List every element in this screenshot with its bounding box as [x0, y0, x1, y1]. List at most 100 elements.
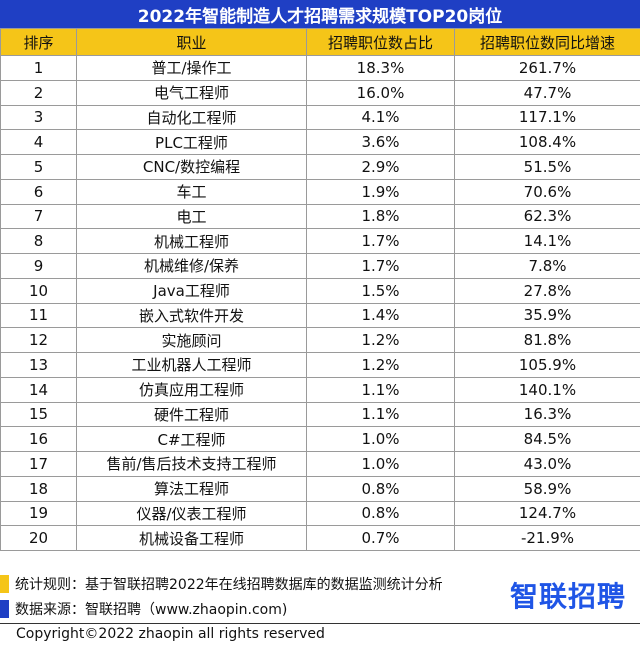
growth-cell: 51.5% [454, 154, 640, 180]
share-cell: 1.0% [306, 451, 455, 477]
growth-cell: 62.3% [454, 203, 640, 230]
rule-swatch [0, 575, 9, 593]
rank-cell: 17 [0, 451, 77, 477]
header-row: 排序 职业 招聘职位数占比 招聘职位数同比增速 [0, 28, 640, 56]
table-title: 2022年智能制造人才招聘需求规模TOP20岗位 [0, 0, 640, 28]
table-row: 12 实施顾问 1.2% 81.8% [0, 327, 640, 353]
table-row: 13 工业机器人工程师 1.2% 105.9% [0, 352, 640, 378]
growth-cell: 14.1% [454, 228, 640, 254]
share-cell: 1.7% [306, 228, 455, 254]
table-row: 6 车工 1.9% 70.6% [0, 178, 640, 205]
rank-cell: 4 [0, 129, 77, 155]
job-cell: C#工程师 [76, 426, 307, 452]
share-cell: 1.1% [306, 376, 455, 403]
table-row: 1 普工/操作工 18.3% 261.7% [0, 55, 640, 81]
share-cell: 2.9% [306, 154, 455, 180]
job-cell: 硬件工程师 [76, 401, 307, 428]
rank-cell: 12 [0, 327, 77, 353]
header-job: 职业 [76, 28, 307, 56]
job-cell: 电工 [76, 203, 307, 230]
growth-cell: 105.9% [454, 352, 640, 378]
source-note: 数据来源：智联招聘（www.zhaopin.com) [0, 599, 287, 619]
growth-cell: 108.4% [454, 129, 640, 155]
table-row: 16 C#工程师 1.0% 84.5% [0, 426, 640, 452]
rank-cell: 13 [0, 352, 77, 378]
share-cell: 0.8% [306, 475, 455, 502]
rank-cell: 8 [0, 228, 77, 254]
table-body: 1 普工/操作工 18.3% 261.7% 2 电气工程师 16.0% 47.7% 3 自动化工程… [0, 55, 640, 551]
share-cell: 0.8% [306, 500, 455, 527]
rank-cell: 3 [0, 104, 77, 131]
rank-cell: 16 [0, 426, 77, 452]
table-row: 11 嵌入式软件开发 1.4% 35.9% [0, 302, 640, 329]
job-cell: 嵌入式软件开发 [76, 302, 307, 329]
rule-note: 统计规则：基于智联招聘2022年在线招聘数据库的数据监测统计分析 [0, 574, 443, 594]
header-share: 招聘职位数占比 [306, 28, 455, 56]
growth-cell: -21.9% [454, 525, 640, 551]
rule-text: 统计规则：基于智联招聘2022年在线招聘数据库的数据监测统计分析 [15, 577, 443, 593]
growth-cell: 16.3% [454, 401, 640, 428]
zhaopin-logo: 智联招聘 [510, 580, 627, 613]
share-cell: 3.6% [306, 129, 455, 155]
rank-cell: 20 [0, 525, 77, 551]
table-row: 2 电气工程师 16.0% 47.7% [0, 79, 640, 106]
job-cell: CNC/数控编程 [76, 154, 307, 180]
table-row: 4 PLC工程师 3.6% 108.4% [0, 129, 640, 155]
source-text: 数据来源：智联招聘（www.zhaopin.com) [15, 602, 288, 618]
growth-cell: 27.8% [454, 277, 640, 304]
growth-cell: 84.5% [454, 426, 640, 452]
growth-cell: 140.1% [454, 376, 640, 403]
share-cell: 1.9% [306, 178, 455, 205]
job-cell: 实施顾问 [76, 327, 307, 353]
source-swatch [0, 600, 9, 618]
job-cell: 工业机器人工程师 [76, 352, 307, 378]
rank-cell: 14 [0, 376, 77, 403]
share-cell: 1.5% [306, 277, 455, 304]
rank-cell: 19 [0, 500, 77, 527]
table-row: 3 自动化工程师 4.1% 117.1% [0, 104, 640, 131]
ranking-table: 排序 职业 招聘职位数占比 招聘职位数同比增速 1 普工/操作工 18.3% 261.… [0, 28, 640, 551]
table-row: 17 售前/售后技术支持工程师 1.0% 43.0% [0, 451, 640, 477]
table-row: 8 机械工程师 1.7% 14.1% [0, 228, 640, 254]
rank-cell: 7 [0, 203, 77, 230]
rank-cell: 9 [0, 253, 77, 279]
growth-cell: 117.1% [454, 104, 640, 131]
table-row: 5 CNC/数控编程 2.9% 51.5% [0, 154, 640, 180]
table-row: 19 仪器/仪表工程师 0.8% 124.7% [0, 500, 640, 527]
footer-divider [0, 623, 640, 624]
job-cell: 电气工程师 [76, 79, 307, 106]
share-cell: 1.1% [306, 401, 455, 428]
growth-cell: 81.8% [454, 327, 640, 353]
rank-cell: 15 [0, 401, 77, 428]
job-cell: 自动化工程师 [76, 104, 307, 131]
job-cell: 机械工程师 [76, 228, 307, 254]
growth-cell: 124.7% [454, 500, 640, 527]
share-cell: 1.2% [306, 352, 455, 378]
job-cell: PLC工程师 [76, 129, 307, 155]
job-cell: 机械设备工程师 [76, 525, 307, 551]
share-cell: 1.0% [306, 426, 455, 452]
header-growth: 招聘职位数同比增速 [454, 28, 640, 56]
rank-cell: 5 [0, 154, 77, 180]
share-cell: 1.4% [306, 302, 455, 329]
table-row: 20 机械设备工程师 0.7% -21.9% [0, 525, 640, 551]
rank-cell: 1 [0, 55, 77, 81]
table-row: 10 Java工程师 1.5% 27.8% [0, 277, 640, 304]
rank-cell: 10 [0, 277, 77, 304]
job-cell: 仪器/仪表工程师 [76, 500, 307, 527]
share-cell: 1.2% [306, 327, 455, 353]
growth-cell: 70.6% [454, 178, 640, 205]
copyright-text: Copyright©2022 zhaopin all rights reserv… [16, 626, 325, 642]
job-cell: 算法工程师 [76, 475, 307, 502]
growth-cell: 47.7% [454, 79, 640, 106]
growth-cell: 35.9% [454, 302, 640, 329]
job-cell: 普工/操作工 [76, 55, 307, 81]
job-cell: 仿真应用工程师 [76, 376, 307, 403]
growth-cell: 261.7% [454, 55, 640, 81]
rank-cell: 18 [0, 475, 77, 502]
rank-cell: 6 [0, 178, 77, 205]
share-cell: 16.0% [306, 79, 455, 106]
table-row: 9 机械维修/保养 1.7% 7.8% [0, 253, 640, 279]
rank-cell: 2 [0, 79, 77, 106]
job-cell: 售前/售后技术支持工程师 [76, 451, 307, 477]
